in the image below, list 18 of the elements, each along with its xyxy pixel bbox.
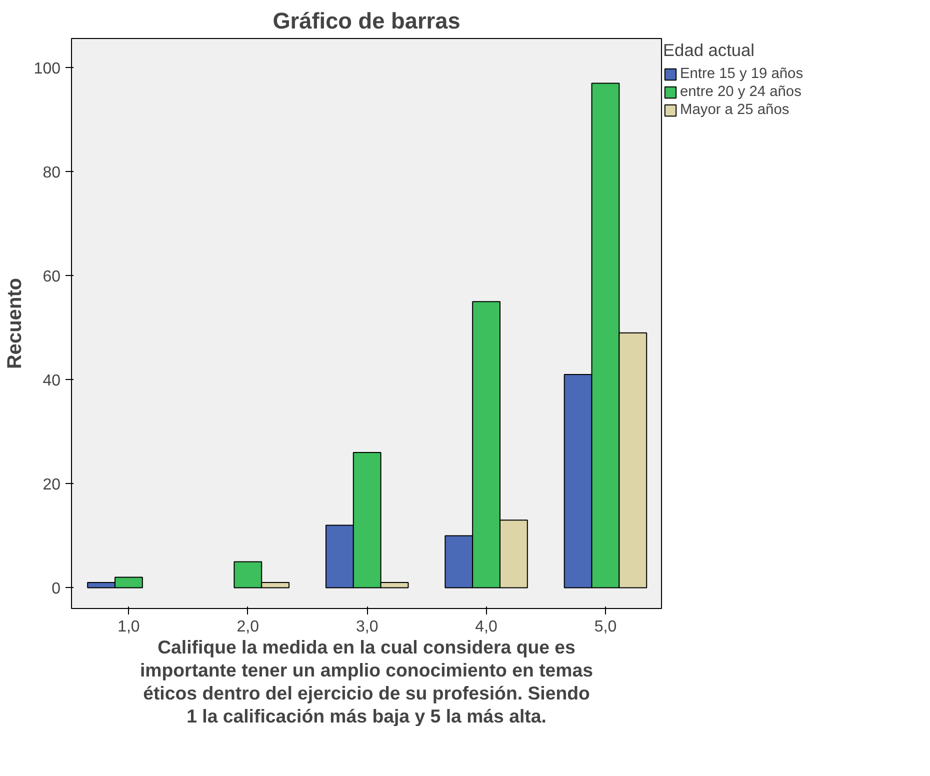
x-tick-label: 1,0 (118, 618, 140, 636)
y-tick-label: 80 (42, 164, 61, 182)
legend-label: Entre 15 y 19 años (680, 66, 804, 82)
y-tick-label: 60 (42, 268, 61, 286)
legend-label: Mayor a 25 años (680, 102, 790, 118)
x-axis-title: Califique la medida en la cual considera que es importante tener un amplio conocimiento en temas éticos dentro del ejercicio de su profesión. Siendo 1 la calificación más baja y 5 la más alta. (140, 636, 594, 726)
y-tick-label: 0 (52, 580, 61, 598)
y-tick-label: 100 (34, 60, 61, 78)
x-tick-label: 5,0 (594, 618, 617, 636)
y-axis-title: Recuento (4, 278, 26, 370)
chart-title: Gráfico de barras (272, 8, 460, 34)
legend-label: entre 20 y 24 años (680, 84, 802, 100)
x-tick-label: 2,0 (236, 618, 260, 636)
legend-title: Edad actual (663, 40, 756, 61)
x-tick-label: 3,0 (356, 618, 378, 636)
y-tick-label: 20 (42, 476, 61, 494)
y-tick-label: 40 (42, 372, 61, 390)
x-tick-label: 4,0 (475, 618, 498, 636)
